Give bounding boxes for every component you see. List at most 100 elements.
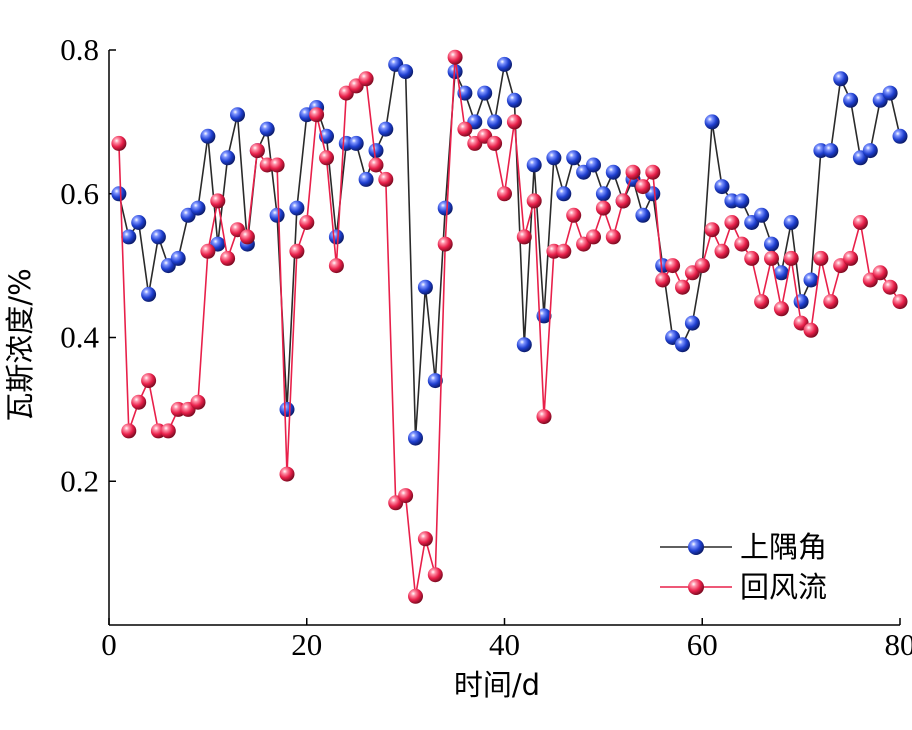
data-point: [783, 250, 799, 266]
data-point: [635, 179, 651, 195]
data-point: [289, 243, 305, 259]
data-point: [447, 49, 463, 65]
data-point: [131, 394, 147, 410]
data-point: [744, 250, 760, 266]
data-point: [230, 107, 245, 123]
data-point: [279, 466, 295, 482]
y-tick-label: 0.6: [60, 176, 99, 211]
data-point: [269, 157, 285, 173]
data-point: [437, 236, 453, 252]
data-point: [220, 250, 236, 266]
data-point: [803, 322, 819, 338]
legend: 上隅角 回风流: [660, 530, 827, 604]
data-point: [259, 121, 275, 137]
data-point: [516, 337, 532, 353]
data-point: [398, 488, 414, 504]
data-point: [605, 229, 621, 245]
data-point: [764, 250, 779, 266]
data-point: [506, 92, 522, 108]
data-point: [714, 179, 730, 195]
legend-item-return-air: 回风流: [660, 570, 827, 604]
data-point: [309, 107, 325, 123]
x-tick-label: 60: [687, 627, 718, 662]
data-point: [872, 265, 888, 281]
data-point: [417, 531, 433, 547]
y-tick-label: 0.4: [60, 320, 99, 355]
series-layer: [111, 49, 908, 604]
data-point: [368, 143, 384, 159]
x-tick-label: 80: [885, 627, 912, 662]
data-point: [348, 135, 364, 151]
data-point: [210, 193, 226, 209]
data-point: [773, 265, 789, 281]
data-point: [141, 286, 157, 302]
data-point: [536, 409, 552, 425]
data-point: [556, 243, 572, 259]
data-point: [754, 294, 770, 310]
data-point: [477, 85, 493, 101]
data-point: [813, 250, 829, 266]
series-0: [111, 56, 908, 446]
legend-marker-upper-corner: [688, 539, 704, 555]
data-point: [378, 121, 394, 137]
data-point: [200, 243, 216, 259]
data-point: [170, 250, 186, 266]
x-ticks: 0 20 40 60 80: [101, 618, 912, 662]
data-point: [220, 150, 236, 166]
legend-item-upper-corner: 上隅角: [660, 530, 827, 564]
data-point: [625, 164, 641, 180]
data-point: [862, 143, 878, 159]
data-point: [121, 423, 137, 439]
data-point: [398, 64, 414, 80]
data-point: [773, 301, 789, 317]
data-point: [328, 258, 344, 274]
data-point: [497, 186, 512, 202]
data-point: [793, 294, 809, 310]
legend-marker-return-air: [688, 579, 704, 595]
data-point: [319, 150, 334, 166]
data-point: [487, 135, 503, 151]
data-point: [704, 222, 720, 238]
data-point: [675, 337, 690, 353]
data-point: [566, 150, 582, 166]
legend-label-return-air: 回风流: [740, 570, 827, 604]
data-point: [714, 243, 730, 259]
data-point: [783, 215, 799, 230]
data-point: [279, 401, 295, 417]
data-point: [121, 229, 137, 245]
data-point: [289, 200, 305, 216]
data-point: [328, 229, 344, 245]
data-point: [823, 143, 839, 159]
data-point: [378, 171, 394, 187]
data-point: [843, 250, 859, 266]
data-point: [833, 71, 849, 87]
data-point: [506, 114, 522, 130]
data-point: [675, 279, 690, 295]
data-point: [645, 164, 661, 180]
data-point: [764, 236, 779, 252]
data-point: [704, 114, 720, 130]
data-point: [526, 157, 542, 173]
x-axis-title: 时间/d: [454, 668, 540, 702]
data-point: [566, 207, 582, 223]
data-point: [635, 207, 651, 223]
y-axis-title: 瓦斯浓度/%: [3, 268, 37, 421]
x-tick-label: 20: [291, 627, 322, 662]
series-1: [111, 49, 908, 604]
data-point: [160, 423, 176, 439]
data-point: [852, 215, 868, 230]
data-point: [754, 207, 770, 223]
data-point: [892, 294, 908, 310]
data-point: [586, 229, 601, 245]
data-point: [200, 128, 216, 144]
data-point: [497, 56, 512, 72]
data-point: [843, 92, 859, 108]
data-point: [358, 71, 374, 87]
data-point: [239, 229, 255, 245]
data-point: [526, 193, 542, 209]
data-point: [190, 394, 206, 410]
data-point: [655, 272, 671, 288]
data-point: [892, 128, 908, 144]
data-point: [803, 272, 819, 288]
data-point: [269, 207, 285, 223]
